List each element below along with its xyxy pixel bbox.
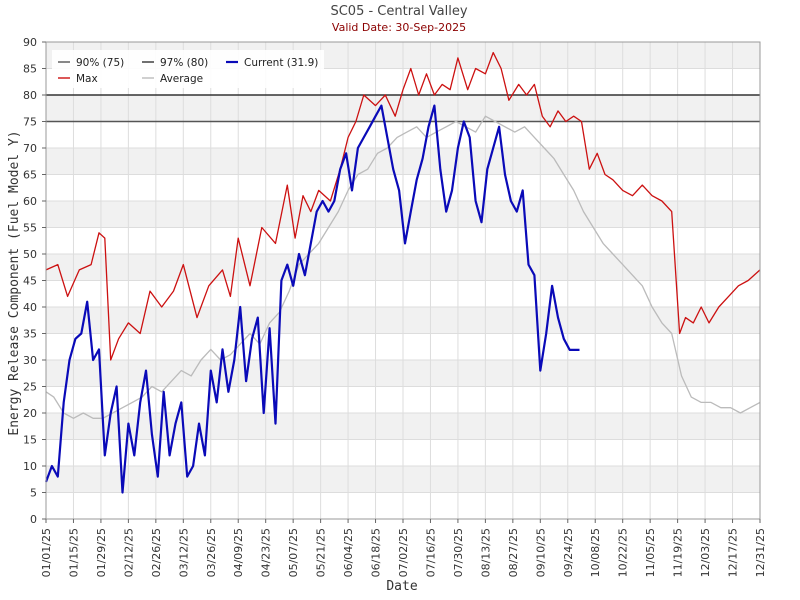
- chart-title: SC05 - Central Valley: [330, 4, 467, 19]
- y-tick-label: 75: [23, 116, 37, 129]
- y-tick-label: 55: [23, 222, 37, 235]
- y-tick-labels: 0 5 10 15 20 25 30 35 40 45 50 55 60 65 70 75 80 85 90: [23, 36, 46, 526]
- x-tick-label: 03/26/25: [205, 528, 218, 577]
- x-tick-label: 07/16/25: [424, 528, 437, 577]
- x-tick-label: 02/12/25: [122, 528, 135, 577]
- x-tick-label: 09/24/25: [562, 528, 575, 577]
- threshold-lines: [46, 94, 760, 123]
- x-tick-label: 06/18/25: [370, 528, 383, 577]
- y-tick-label: 35: [23, 328, 37, 341]
- series-lines: [44, 51, 761, 494]
- x-tick-label: 06/04/25: [342, 528, 355, 577]
- series-line: [44, 104, 580, 494]
- chart-subtitle: Valid Date: 30-Sep-2025: [332, 21, 466, 34]
- x-tick-label: 02/26/25: [150, 528, 163, 577]
- y-tick-label: 90: [23, 36, 37, 49]
- x-tick-label: 12/31/25: [754, 528, 767, 577]
- x-tick-labels: 01/01/25 01/15/25 01/29/25 02/12/25 02/26/25…: [40, 519, 767, 577]
- x-tick-label: 04/09/25: [232, 528, 245, 577]
- legend-label: 90% (75): [76, 57, 124, 69]
- x-tick-label: 05/21/25: [315, 528, 328, 577]
- y-axis-title: Energy Release Component (Fuel Model Y): [7, 130, 22, 435]
- y-tick-label: 60: [23, 195, 37, 208]
- y-tick-label: 25: [23, 381, 37, 394]
- x-axis-title: Date: [386, 579, 417, 594]
- series-line: [45, 115, 761, 419]
- y-tick-label: 80: [23, 89, 37, 102]
- x-tick-label: 07/30/25: [452, 528, 465, 577]
- x-tick-label: 04/23/25: [260, 528, 273, 577]
- y-tick-label: 10: [23, 460, 37, 473]
- legend-label: Average: [160, 73, 203, 85]
- x-tick-label: 01/15/25: [67, 528, 80, 577]
- series-line: [45, 51, 761, 361]
- x-tick-label: 12/17/25: [727, 528, 740, 577]
- x-tick-label: 11/05/25: [644, 528, 657, 577]
- y-tick-label: 20: [23, 407, 37, 420]
- y-tick-label: 50: [23, 248, 37, 261]
- legend-label: Current (31.9): [244, 57, 318, 69]
- x-tick-label: 08/27/25: [507, 528, 520, 577]
- x-tick-label: 01/01/25: [40, 528, 53, 577]
- y-tick-label: 40: [23, 301, 37, 314]
- y-tick-label: 0: [30, 513, 37, 526]
- x-tick-label: 10/08/25: [589, 528, 602, 577]
- x-tick-label: 11/19/25: [672, 528, 685, 577]
- x-tick-label: 12/03/25: [699, 528, 712, 577]
- x-tick-label: 10/22/25: [617, 528, 630, 577]
- y-tick-label: 85: [23, 63, 37, 76]
- y-tick-label: 65: [23, 169, 37, 182]
- x-tick-label: 08/13/25: [479, 528, 492, 577]
- y-tick-label: 70: [23, 142, 37, 155]
- y-tick-label: 15: [23, 434, 37, 447]
- y-tick-label: 30: [23, 354, 37, 367]
- x-tick-label: 03/12/25: [177, 528, 190, 577]
- y-tick-label: 5: [30, 487, 37, 500]
- legend-label: Max: [76, 73, 98, 85]
- x-tick-label: 01/29/25: [95, 528, 108, 577]
- legend-label: 97% (80): [160, 57, 208, 69]
- legend-box: [52, 50, 324, 88]
- legend: 90% (75) 97% (80) Current (31.9) Max Average: [52, 50, 324, 88]
- x-tick-label: 09/10/25: [534, 528, 547, 577]
- x-tick-label: 07/02/25: [397, 528, 410, 577]
- x-tick-label: 05/07/25: [287, 528, 300, 577]
- y-tick-label: 45: [23, 275, 37, 288]
